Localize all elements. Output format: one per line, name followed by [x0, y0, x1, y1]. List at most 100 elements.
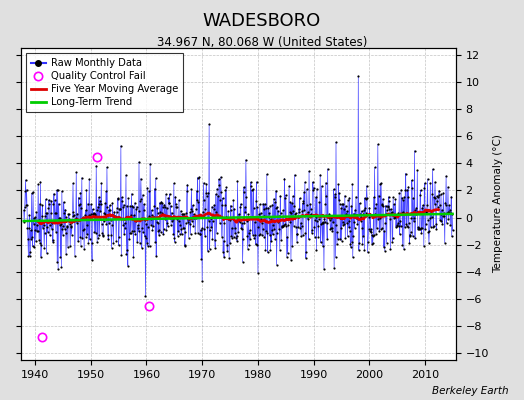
Point — [389, 215, 398, 221]
Point — [236, 203, 245, 210]
Point — [213, 213, 222, 219]
Point — [128, 202, 137, 209]
Point — [290, 203, 298, 209]
Point — [47, 198, 56, 204]
Point — [164, 195, 172, 201]
Point — [82, 186, 91, 193]
Point — [343, 233, 352, 240]
Point — [43, 224, 52, 230]
Point — [95, 232, 104, 238]
Point — [345, 224, 353, 231]
Point — [21, 188, 29, 194]
Point — [200, 197, 208, 204]
Point — [93, 238, 101, 245]
Point — [352, 212, 361, 218]
Point — [90, 209, 98, 216]
Point — [387, 206, 395, 212]
Point — [183, 187, 191, 194]
Point — [171, 194, 179, 200]
Point — [370, 164, 379, 170]
Point — [310, 233, 319, 240]
Point — [62, 251, 70, 257]
Point — [327, 215, 335, 222]
Point — [298, 200, 307, 207]
Point — [432, 221, 440, 227]
Point — [196, 231, 204, 238]
Point — [126, 230, 135, 236]
Point — [268, 227, 276, 234]
Point — [393, 222, 401, 229]
Point — [283, 250, 292, 257]
Point — [220, 254, 228, 260]
Point — [443, 209, 452, 215]
Point — [63, 224, 72, 230]
Point — [313, 186, 321, 192]
Point — [59, 222, 68, 229]
Point — [19, 207, 28, 213]
Point — [133, 204, 141, 210]
Point — [60, 226, 69, 233]
Point — [78, 235, 86, 241]
Point — [346, 241, 355, 248]
Point — [110, 212, 118, 219]
Point — [222, 184, 231, 190]
Point — [232, 217, 240, 224]
Point — [285, 183, 293, 189]
Point — [377, 201, 386, 207]
Point — [411, 235, 419, 242]
Point — [124, 262, 132, 269]
Point — [180, 211, 188, 217]
Point — [438, 218, 446, 225]
Point — [162, 205, 171, 212]
Point — [408, 184, 417, 191]
Point — [158, 200, 167, 206]
Point — [379, 202, 388, 209]
Point — [108, 222, 116, 228]
Point — [53, 259, 61, 266]
Point — [345, 194, 354, 201]
Point — [80, 246, 89, 252]
Point — [233, 238, 241, 244]
Point — [176, 222, 184, 228]
Point — [39, 225, 47, 231]
Point — [75, 202, 83, 208]
Point — [307, 206, 315, 212]
Point — [109, 240, 117, 246]
Point — [79, 227, 87, 233]
Point — [276, 246, 284, 253]
Point — [189, 202, 197, 209]
Point — [149, 223, 158, 229]
Point — [97, 180, 105, 186]
Point — [127, 212, 135, 218]
Point — [281, 192, 290, 198]
Point — [254, 270, 262, 276]
Point — [316, 171, 324, 178]
Point — [100, 217, 108, 224]
Point — [418, 224, 427, 231]
Point — [269, 196, 278, 202]
Point — [242, 156, 250, 163]
Point — [322, 193, 331, 200]
Point — [113, 195, 122, 202]
Point — [51, 209, 60, 216]
Point — [342, 211, 351, 217]
Point — [86, 211, 95, 218]
Point — [261, 246, 269, 253]
Point — [113, 209, 121, 216]
Point — [367, 241, 376, 247]
Point — [441, 202, 450, 208]
Point — [83, 231, 91, 237]
Point — [343, 220, 351, 227]
Point — [425, 228, 433, 234]
Point — [351, 207, 359, 213]
Point — [87, 201, 95, 208]
Point — [310, 224, 319, 231]
Point — [202, 180, 211, 187]
Point — [235, 217, 244, 224]
Point — [272, 262, 281, 268]
Point — [203, 248, 212, 254]
Point — [339, 201, 347, 207]
Point — [273, 204, 281, 210]
Point — [99, 231, 107, 238]
Point — [30, 215, 38, 222]
